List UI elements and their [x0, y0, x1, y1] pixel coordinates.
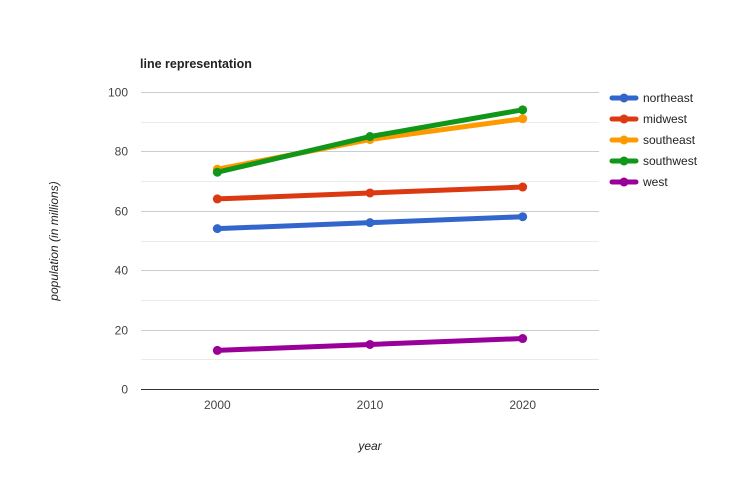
data-point[interactable]: [518, 334, 528, 344]
data-point[interactable]: [365, 188, 375, 198]
legend-item-southwest[interactable]: southwest: [609, 154, 698, 168]
data-point[interactable]: [212, 224, 222, 234]
legend-item-west[interactable]: west: [609, 175, 668, 189]
legend-swatch-dot: [619, 114, 629, 124]
data-point[interactable]: [212, 167, 222, 177]
x-tick-label: 2010: [357, 398, 384, 412]
series-northeast[interactable]: [212, 212, 528, 234]
x-tick-label: 2000: [204, 398, 231, 412]
y-axis-title: population (in millions): [47, 181, 61, 301]
axes: 0 20 40 60 80 100 2000 2010 2020: [108, 86, 599, 412]
y-tick-label: 20: [115, 324, 129, 338]
x-tick-label: 2020: [509, 398, 536, 412]
data-point[interactable]: [365, 218, 375, 228]
y-tick-label: 100: [108, 86, 128, 100]
series-west[interactable]: [212, 334, 528, 355]
data-point[interactable]: [518, 114, 528, 124]
legend-label: west: [642, 175, 668, 189]
legend-item-northeast[interactable]: northeast: [609, 91, 694, 105]
x-axis-title: year: [357, 439, 382, 453]
data-point[interactable]: [212, 194, 222, 204]
data-point[interactable]: [518, 182, 528, 192]
legend-item-midwest[interactable]: midwest: [609, 112, 688, 126]
legend-label: northeast: [643, 91, 694, 105]
series-midwest[interactable]: [212, 182, 528, 204]
series-lines: [212, 105, 528, 355]
data-point[interactable]: [518, 212, 528, 222]
legend-swatch-dot: [619, 177, 629, 187]
gridlines: [141, 92, 599, 360]
y-tick-label: 80: [115, 145, 129, 159]
y-tick-label: 40: [115, 264, 129, 278]
legend-label: southeast: [643, 133, 696, 147]
data-point[interactable]: [365, 339, 375, 349]
series-southwest[interactable]: [212, 105, 528, 177]
chart-title: line representation: [140, 57, 252, 71]
legend-label: midwest: [643, 112, 688, 126]
legend-swatch-dot: [619, 93, 629, 103]
y-tick-label: 60: [115, 205, 129, 219]
legend-swatch-dot: [619, 156, 629, 166]
legend-label: southwest: [643, 154, 698, 168]
legend[interactable]: northeast midwest southeast southwest west: [609, 91, 698, 189]
legend-item-southeast[interactable]: southeast: [609, 133, 696, 147]
data-point[interactable]: [365, 132, 375, 142]
data-point[interactable]: [212, 345, 222, 355]
y-tick-label: 0: [121, 383, 128, 397]
legend-swatch-dot: [619, 135, 629, 145]
data-point[interactable]: [518, 105, 528, 115]
